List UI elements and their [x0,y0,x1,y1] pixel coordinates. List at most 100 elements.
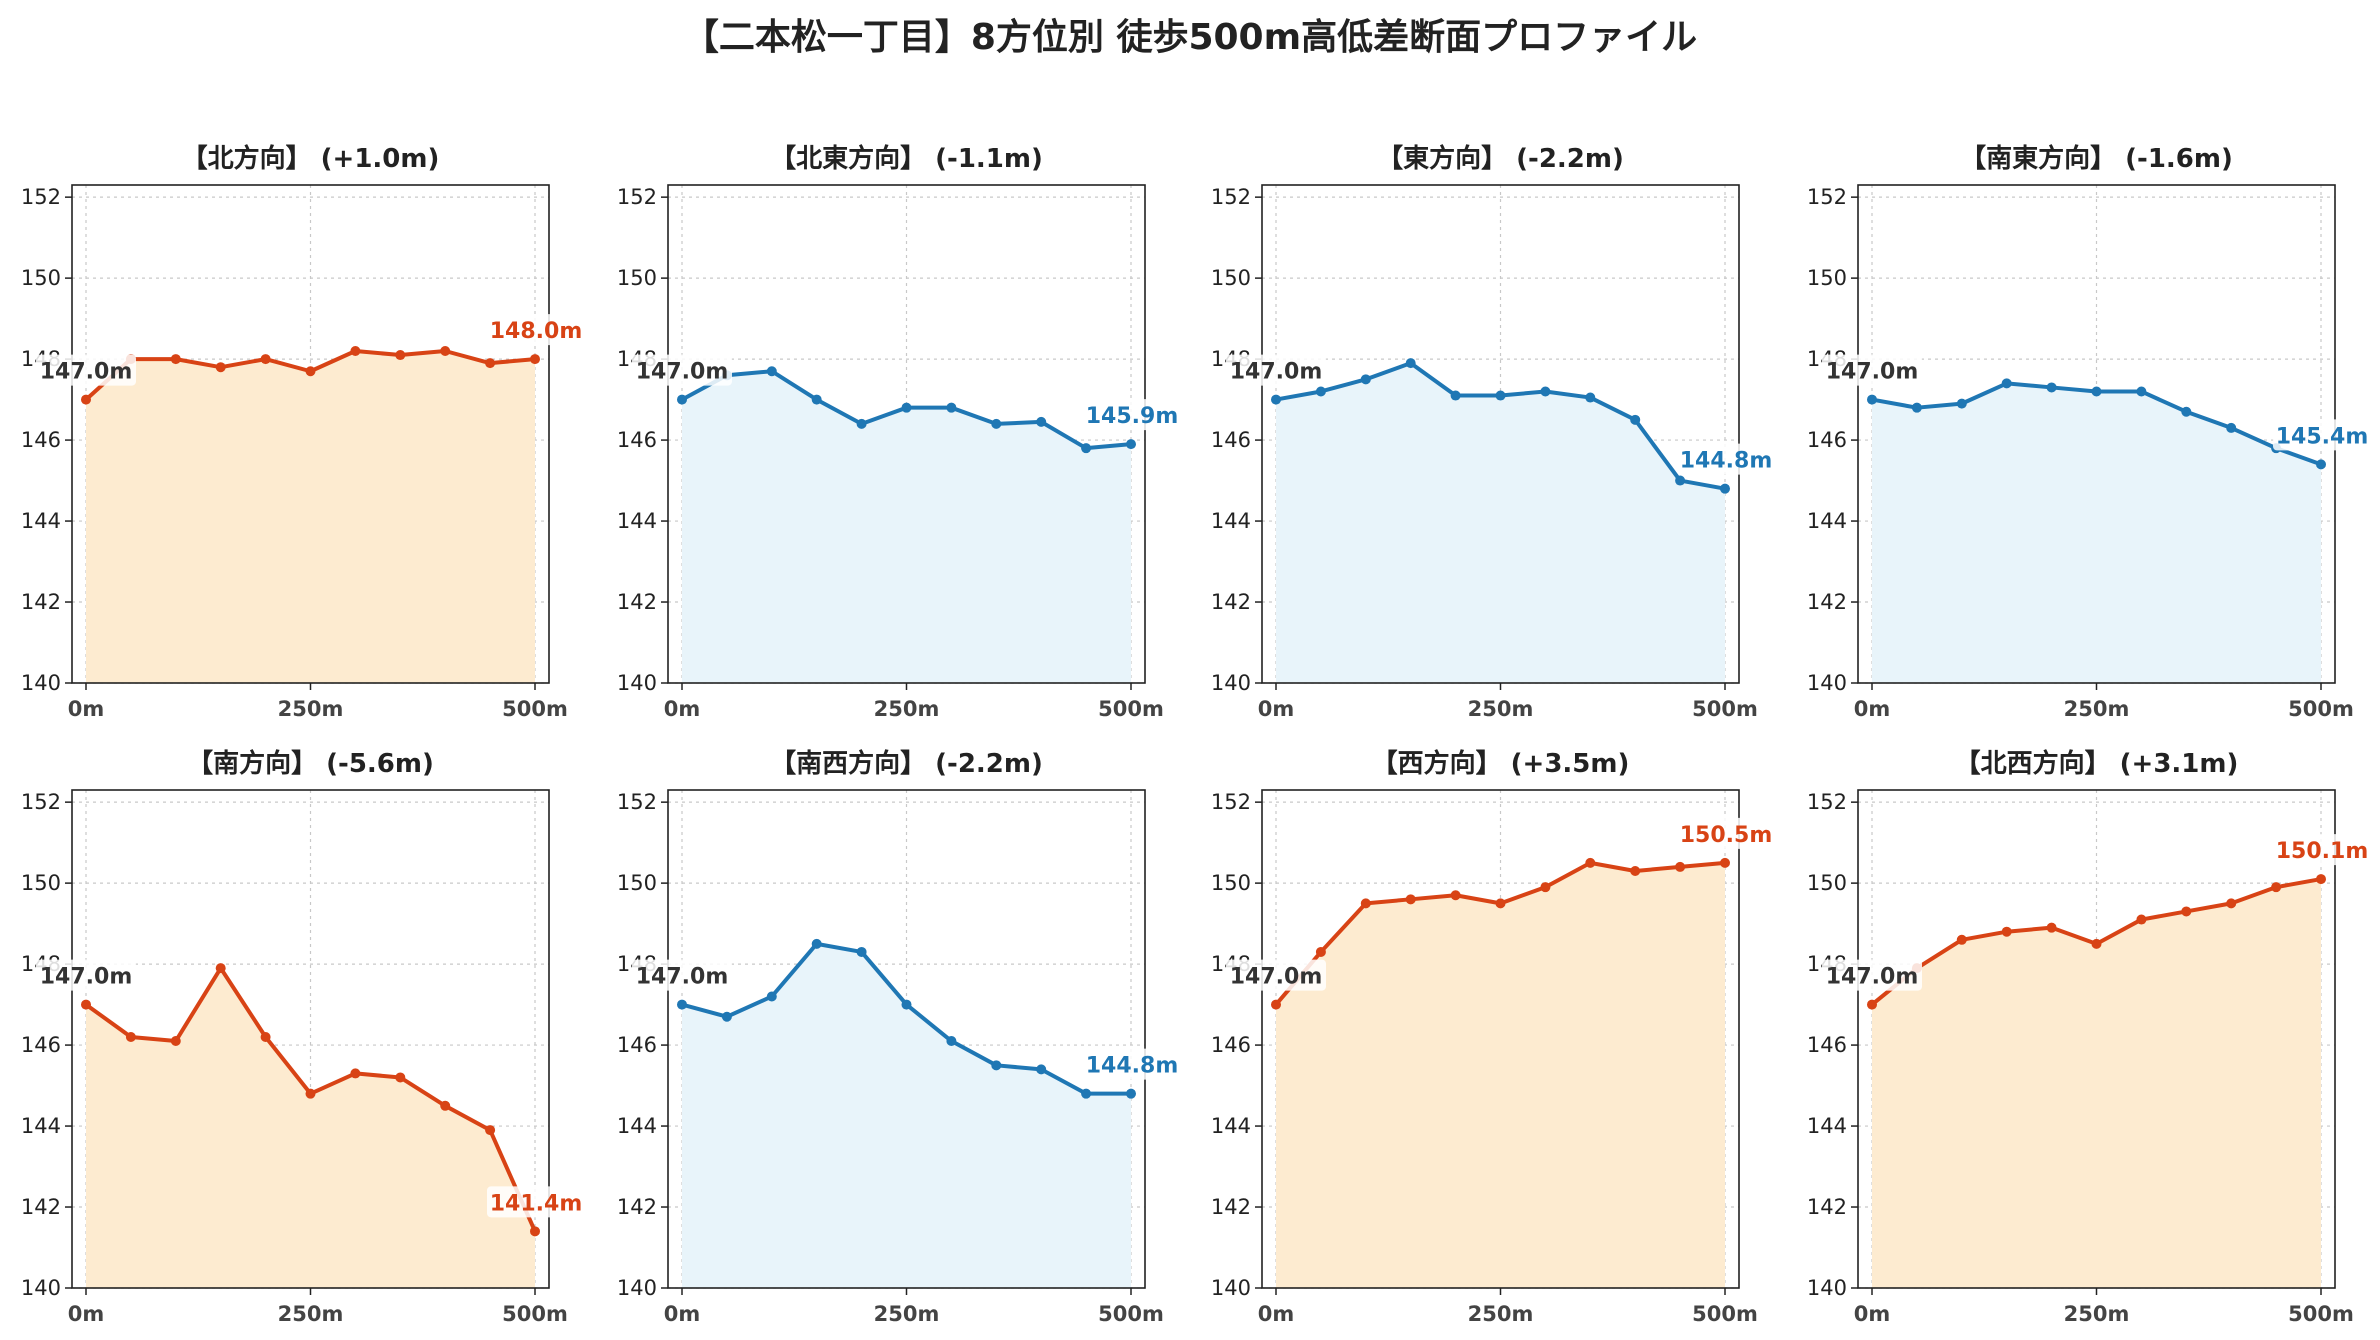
data-point [170,1036,181,1047]
data-point [2226,422,2237,433]
data-point [125,1031,136,1042]
x-tick-label: 250m [874,697,940,721]
panel-title: 【南西方向】 (-2.2m) [770,748,1043,779]
y-tick-label: 152 [617,185,657,209]
data-point [81,999,91,1010]
data-point [811,938,822,949]
data-point [1720,483,1730,494]
elevation-panel: 【北方向】 (+1.0m)1401421441461481501520m250m… [21,143,585,721]
end-label-bg [1677,817,1775,849]
elevation-area [86,351,535,683]
y-tick-label: 152 [21,790,61,814]
end-elevation-label: 145.9m [1086,404,1179,429]
start-elevation-label: 147.0m [40,360,133,385]
x-tick-label: 500m [2288,1302,2354,1326]
x-tick-label: 500m [2288,697,2354,721]
end-elevation-label: 150.5m [1680,823,1773,848]
x-tick-label: 250m [278,697,344,721]
data-point [766,991,777,1002]
y-tick-label: 146 [1211,1033,1251,1057]
data-point [1867,394,1877,405]
y-tick-label: 150 [1807,871,1847,895]
y-tick-label: 144 [1807,1114,1847,1138]
x-tick-label: 250m [2064,1302,2130,1326]
end-elevation-label: 150.1m [2276,839,2369,864]
elevation-area [1872,879,2321,1288]
y-tick-label: 150 [1211,871,1251,895]
data-point [2136,386,2147,397]
elevation-panel: 【南西方向】 (-2.2m)1401421441461481501520m250… [617,748,1181,1326]
elevation-panel: 【東方向】 (-2.2m)1401421441461481501520m250m… [1211,143,1775,721]
data-point [991,1060,1002,1071]
data-point [350,1068,361,1079]
data-point [2181,406,2192,417]
data-point [215,963,226,974]
start-elevation-label: 147.0m [1826,965,1919,990]
data-point [1540,386,1551,397]
y-tick-label: 150 [617,266,657,290]
data-point [1867,999,1877,1010]
data-point [81,394,91,405]
data-point [856,418,867,429]
elevation-panel: 【南東方向】 (-1.6m)1401421441461481501520m250… [1807,143,2371,721]
data-point [1956,934,1967,945]
data-point [1315,946,1326,957]
y-tick-label: 142 [21,590,61,614]
data-point [991,418,1002,429]
x-tick-label: 0m [1258,697,1295,721]
y-tick-label: 150 [21,871,61,895]
y-tick-label: 142 [1807,590,1847,614]
data-point [2001,378,2012,389]
start-elevation-label: 147.0m [636,360,729,385]
elevation-area [86,968,535,1288]
panel-title: 【北東方向】 (-1.1m) [770,143,1043,174]
x-tick-label: 0m [1854,697,1891,721]
start-label-bg [36,959,136,991]
data-point [2091,386,2102,397]
x-tick-label: 500m [502,697,568,721]
data-point [260,1031,271,1042]
data-point [440,1100,451,1111]
data-point [1630,865,1641,876]
y-tick-label: 144 [617,509,657,533]
y-tick-label: 144 [1211,509,1251,533]
x-tick-label: 0m [664,697,701,721]
start-label-bg [1226,354,1326,386]
data-point [1405,358,1416,369]
y-tick-label: 144 [617,1114,657,1138]
x-tick-label: 500m [1098,1302,1164,1326]
data-point [1540,882,1551,893]
data-point [350,346,361,356]
data-point [2046,922,2057,933]
y-tick-label: 146 [21,1033,61,1057]
data-point [1720,857,1730,868]
data-point [901,402,912,413]
start-elevation-label: 147.0m [1230,360,1323,385]
y-tick-label: 146 [21,428,61,452]
y-tick-label: 152 [21,185,61,209]
end-label-bg [1083,1048,1181,1080]
end-elevation-label: 141.4m [490,1191,583,1216]
data-point [946,402,957,413]
y-tick-label: 142 [1211,1195,1251,1219]
x-tick-label: 0m [68,1302,105,1326]
y-tick-label: 150 [1211,266,1251,290]
data-point [260,354,271,365]
elevation-panel: 【南方向】 (-5.6m)1401421441461481501520m250m… [21,748,585,1326]
x-tick-label: 250m [1468,1302,1534,1326]
y-tick-label: 140 [21,671,61,695]
x-tick-label: 0m [1854,1302,1891,1326]
data-point [2316,459,2326,470]
data-point [2181,906,2192,917]
data-point [1956,398,1967,409]
data-point [2226,898,2237,909]
data-point [2271,882,2282,893]
data-point [1360,898,1371,909]
start-elevation-label: 147.0m [636,965,729,990]
end-label-bg [487,1186,585,1218]
data-point [1450,890,1461,901]
x-tick-label: 0m [664,1302,701,1326]
y-tick-label: 146 [1211,428,1251,452]
data-point [1630,414,1641,425]
